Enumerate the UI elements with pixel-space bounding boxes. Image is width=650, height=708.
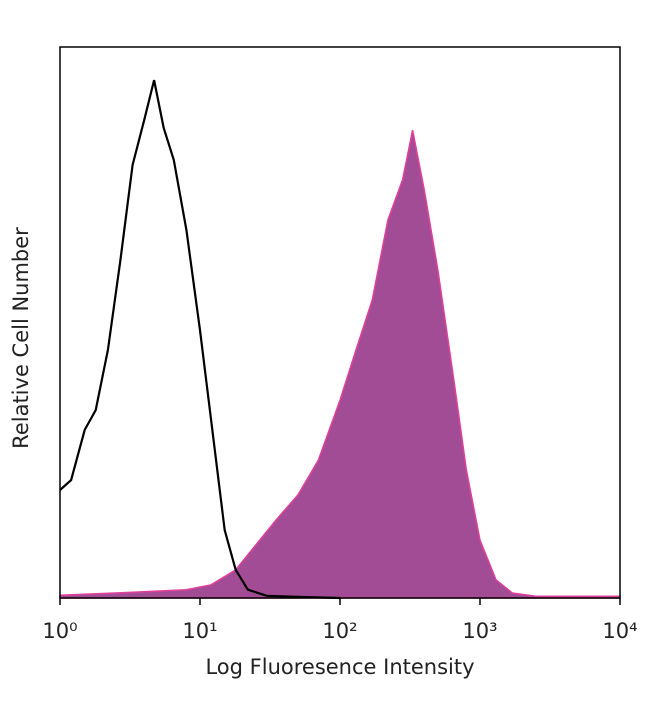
histogram-line [59,79,341,600]
x-tick-label: 10¹ [182,619,217,643]
histogram-area [59,130,621,599]
x-tick-label: 10² [322,619,357,643]
x-tick-label: 10³ [462,619,497,643]
x-tick-label: 10⁰ [42,619,77,643]
y-axis-label: Relative Cell Number [9,227,33,449]
x-tick-label: 10⁴ [602,619,637,643]
x-axis-label: Log Fluoresence Intensity [205,655,474,679]
